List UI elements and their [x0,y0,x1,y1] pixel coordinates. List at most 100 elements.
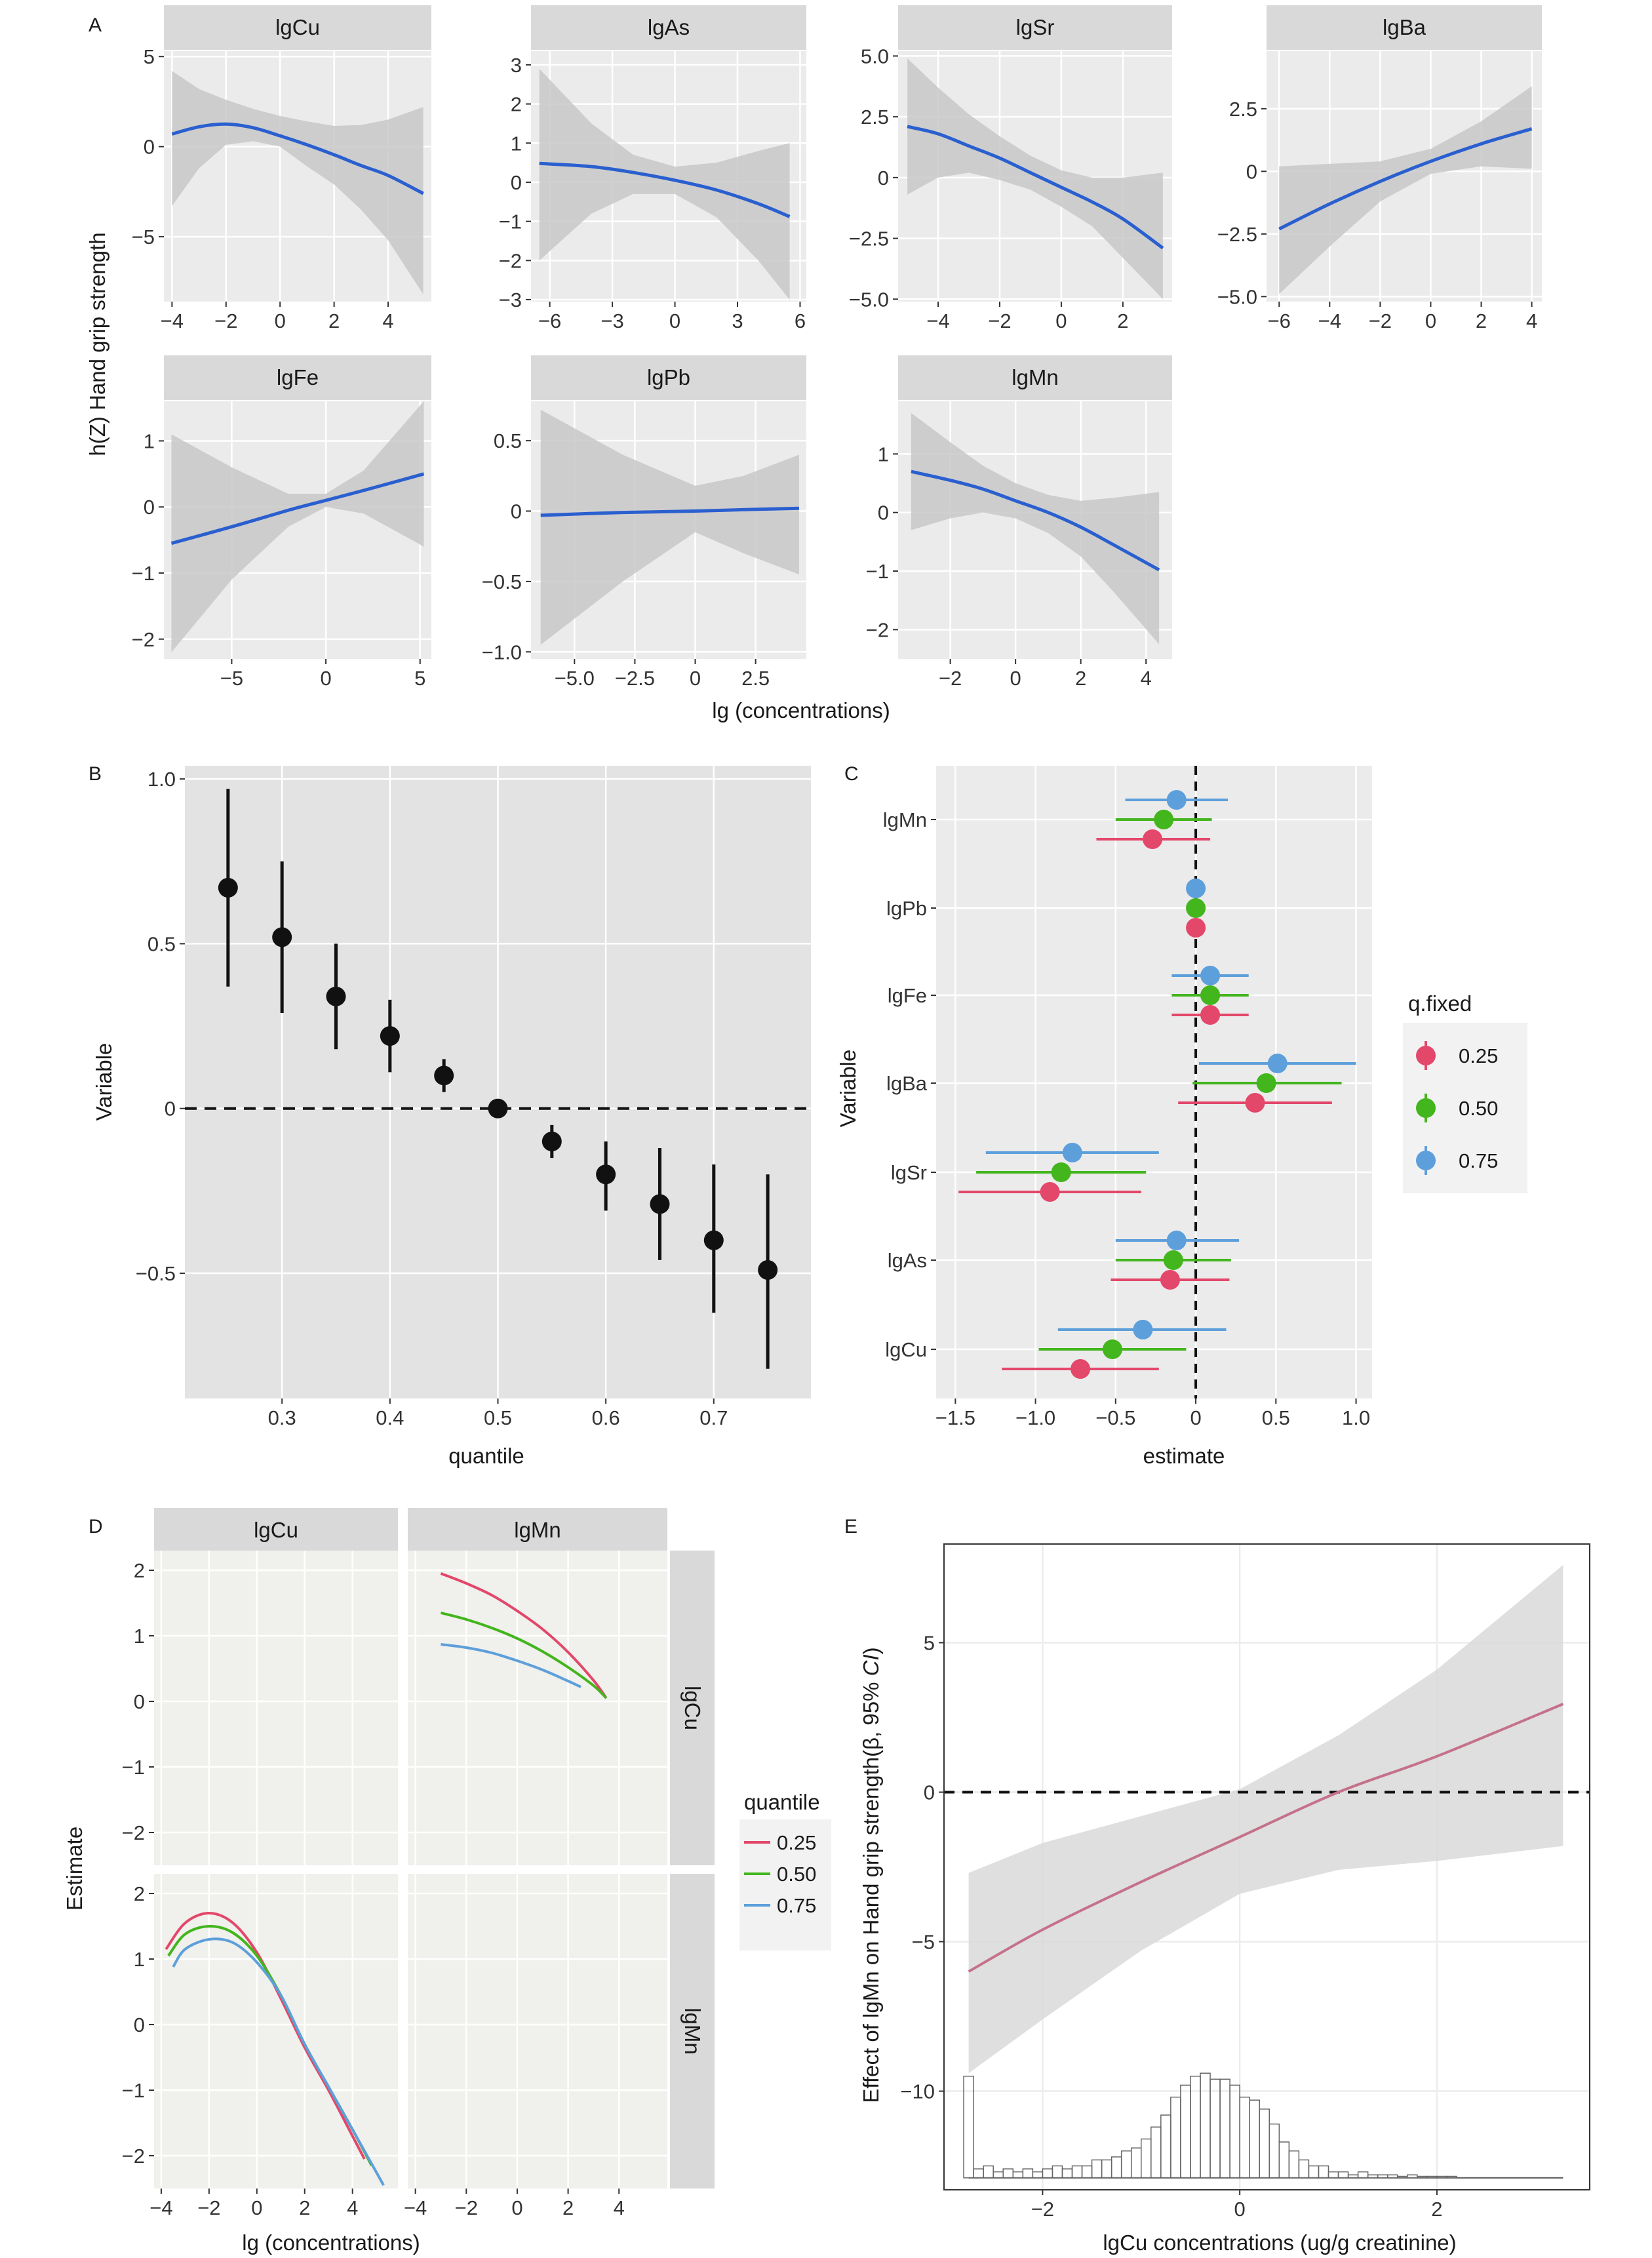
panel-e-xlabel: lgCu concentrations (ug/g creatinine) [1103,2230,1456,2255]
panel-a-lgba-ytick-label: −5.0 [1217,285,1257,308]
panel-a-lgpb-xtick-label: −2.5 [615,667,655,690]
panel-d-curve-0.25 [440,1572,608,1699]
panel-c-point-0.25 [1071,1359,1091,1379]
panel-d-legend-label: 0.50 [777,1863,816,1886]
panel-c-legend-title: q.fixed [1408,991,1472,1016]
panel-a: lgCu −4 −2 0 2 4 5 0 −5 lgAs −6 −3 0 3 6 3 2 1 0 −1 −2 −3 lgSr… [132,5,1542,690]
panel-a-lgsr-xtick-label: −2 [988,309,1011,332]
panel-a-lgas-xtick-label: 0 [669,309,680,332]
panel-a-lgba-xtick-label: −4 [1318,309,1341,332]
panel-c-point-0.50 [1256,1073,1276,1093]
panel-a-lgsr-fit-line [907,125,1164,250]
panel-c-point-0.75 [1186,879,1206,898]
panel-b-ytick-label: −0.5 [136,1262,176,1285]
panel-b-xtick-label: 0.4 [376,1406,404,1429]
panel-b-point [758,1259,778,1280]
panel-d-xlabel: lg (concentrations) [242,2230,420,2255]
panel-a-lgmn-xtick-label: 2 [1075,667,1086,690]
panel-d-facet-xtick-label: 2 [562,2196,574,2219]
panel-d-col-strip-label: lgMn [514,1518,561,1542]
panel-d-facet-ytick-label: 0 [134,1690,145,1713]
panel-b-point [703,1230,724,1250]
panel-a-lgba-ytick-label: −2.5 [1217,223,1257,246]
panel-a-lgpb-xtick-label: 2.5 [741,667,770,690]
panel-c-point-0.50 [1051,1162,1071,1182]
panel-d-facet-background [154,1874,398,2189]
panel-e-xtick-label: 2 [1431,2198,1442,2221]
panel-a-lgba-ytick-label: 2.5 [1229,98,1257,121]
panel-d-facet-xtick-label: −4 [149,2196,172,2219]
panel-d-facet-xtick-label: 4 [347,2196,358,2219]
panel-b-ylabel: Variable [92,1043,116,1121]
panel-a-lgcu-ytick-label: 0 [144,136,155,159]
panel-c-legend-label: 0.25 [1459,1044,1498,1067]
panel-a-lgba-xtick-label: 2 [1476,309,1487,332]
panel-c-xtick-label: 0 [1190,1406,1201,1429]
panel-c-point-0.50 [1200,985,1221,1005]
panel-a-lgsr-xtick-label: 0 [1055,309,1067,332]
panel-b-ytick-label: 0.5 [148,932,176,955]
panel-b-point [380,1026,400,1046]
panel-c-ylabel: Variable [836,1050,860,1128]
panel-a-lgas-ci-ribbon [539,68,790,300]
panel-c-xtick-label: 1.0 [1342,1406,1370,1429]
panel-d-col-strip [154,1508,398,1551]
panel-d: lgCu lgMn lgCu lgMn 2 1 0 −1 −2 −4 −2 0 2 4 2 1 0 −1 −2 −4 −… [122,1508,715,2219]
panel-a-lgcu-ytick-label: −5 [132,226,155,248]
panel-a-lgsr-strip [898,5,1172,50]
panel-a-lgpb-strip [531,355,806,400]
panel-c-ytick-label: lgFe [888,984,927,1007]
panel-a-lgmn-ytick-label: 0 [878,502,889,525]
panel-a-lgfe-ytick-label: 1 [144,429,155,452]
panel-c-point-0.25 [1186,918,1206,938]
panel-a-lgsr-ci-ribbon [907,58,1163,300]
panel-c-point-0.50 [1186,898,1206,918]
panel-a-lgfe-xtick-label: 5 [414,667,425,690]
panel-d-row-strip [670,1551,715,1865]
panel-c-ytick-label: lgPb [886,897,927,920]
panel-c-xtick-label: −1.0 [1015,1406,1055,1429]
panel-c-point-0.75 [1200,966,1221,985]
panel-a-lgmn-ytick-label: −1 [866,560,889,583]
panel-a-lgsr-xtick-label: 2 [1117,309,1128,332]
panel-c-legend-label: 0.50 [1459,1097,1498,1120]
panel-a-lgas-ytick-label: 1 [511,132,522,155]
panel-c-point-0.25 [1160,1270,1180,1290]
panel-a-lgpb-ci-ribbon [540,409,799,645]
panel-a-lgfe-ci-ribbon [171,401,424,652]
panel-d-facet-ytick-label: 1 [134,1625,145,1648]
panel-e-xtick-label: 0 [1234,2198,1246,2221]
panel-c-ytick-label: lgBa [886,1072,928,1095]
panel-a-lgba-strip-label: lgBa [1383,15,1426,39]
panel-e: −2 0 2 5 0 −5 −10 [900,1543,1590,2221]
panel-a-lgmn-strip [898,355,1172,400]
panel-b-xtick-label: 0.3 [268,1406,296,1429]
panel-a-lgba-xtick-label: 0 [1425,309,1436,332]
panel-a-lgas-ytick-label: −3 [499,288,522,311]
panel-a-lgfe-ytick-label: −2 [132,628,155,651]
panel-c-point-0.50 [1102,1339,1122,1359]
panel-a-lgfe-strip [164,355,431,400]
panel-d-ylabel: Estimate [62,1827,87,1911]
panel-c-point-0.75 [1166,1231,1187,1250]
panel-a-lgmn-ci-ribbon [911,412,1160,644]
panel-a-lgas-ytick-label: 0 [511,171,522,194]
panel-a-lgba-xtick-label: −6 [1268,309,1291,332]
panel-a-lgfe-ytick-label: −1 [132,562,155,585]
panel-a-lgmn-xtick-label: 4 [1141,667,1152,690]
panel-b-xtick-label: 0.7 [699,1406,728,1429]
panel-a-lgpb-fit-line [540,506,800,517]
panel-a-lgcu-xtick-label: −4 [161,309,184,332]
panel-d-col-strip-label: lgCu [254,1518,298,1542]
panel-d-facet-background [408,1874,667,2189]
panel-e-ylabel-main: Effect of lgMn on Hand grip strength(β, … [859,1676,883,2103]
panel-a-lgfe-xtick-label: 0 [320,667,331,690]
panel-a-lgmn-ytick-label: −2 [866,618,889,641]
panel-letter-e: E [844,1516,857,1537]
panel-d-facet-ytick-label: −1 [122,1756,145,1779]
panel-d-facet-xtick-label: 4 [614,2196,625,2219]
panel-a-lgmn-fit-line [911,469,1160,572]
panel-e-hist-bin [1446,2175,1457,2179]
panel-c-ytick-label: lgMn [883,808,927,831]
